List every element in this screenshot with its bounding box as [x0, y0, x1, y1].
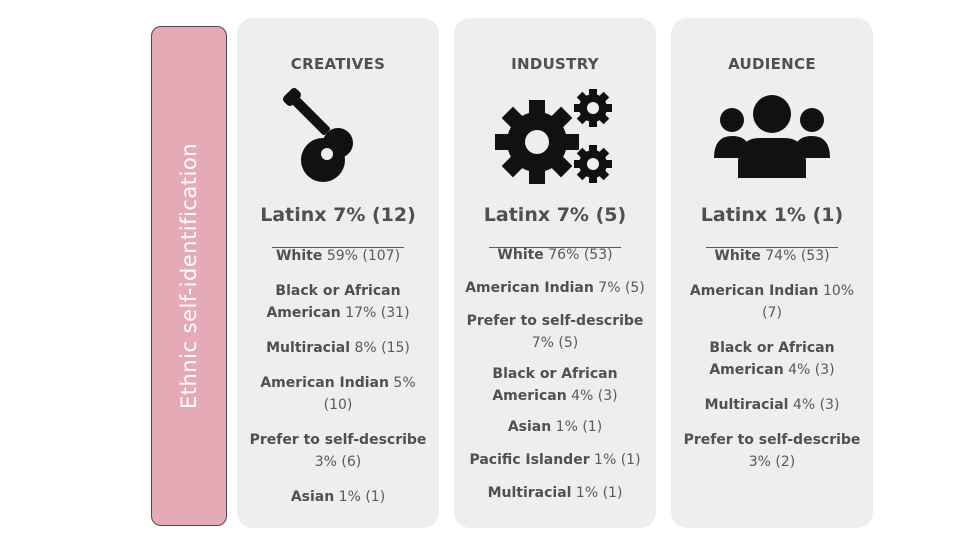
- list-item: Pacific Islander 1% (1): [469, 452, 641, 468]
- list-item: Prefer to self-describe 3% (2): [683, 432, 861, 470]
- side-label-bar: Ethnic self-identification: [151, 26, 227, 526]
- card-industry: INDUSTRY: [454, 18, 656, 528]
- card-audience: AUDIENCE Latinx 1% (1) White 74% (53) Am…: [671, 18, 873, 528]
- list-item: Black or African American 4% (3): [709, 340, 835, 378]
- card-title: CREATIVES: [290, 55, 386, 73]
- latinx-headline: Latinx 7% (5): [483, 204, 627, 226]
- guitar-icon: [283, 88, 362, 182]
- divider: [272, 247, 404, 248]
- divider: [706, 247, 838, 248]
- list-item: Asian 1% (1): [290, 489, 386, 505]
- list-item: Asian 1% (1): [507, 419, 603, 435]
- list-item: American Indian 10% (7): [689, 283, 855, 321]
- side-label: Ethnic self-identification: [177, 142, 201, 410]
- card-creatives: CREATIVES Latinx 7% (12) White 59% (107)…: [237, 18, 439, 528]
- list-item: Prefer to self-describe 7% (5): [466, 313, 644, 351]
- list-item: Multiracial 8% (15): [266, 340, 410, 356]
- latinx-headline: Latinx 1% (1): [700, 204, 844, 226]
- latinx-headline: Latinx 7% (12): [260, 204, 416, 226]
- list-item: Black or African American 4% (3): [492, 366, 618, 404]
- gears-icon: [495, 89, 612, 184]
- list-item: White 59% (107): [275, 248, 401, 264]
- users-icon: [714, 95, 830, 178]
- card-title: INDUSTRY: [511, 55, 599, 73]
- list-item: Multiracial 1% (1): [487, 485, 623, 501]
- list-item: Black or African American 17% (31): [266, 283, 410, 321]
- list-item: American Indian 7% (5): [465, 280, 645, 296]
- list-item: Multiracial 4% (3): [704, 397, 840, 413]
- list-item: American Indian 5% (10): [260, 375, 416, 413]
- divider: [489, 247, 621, 248]
- list-item: White 76% (53): [497, 247, 613, 263]
- card-title: AUDIENCE: [728, 55, 816, 73]
- list-item: White 74% (53): [714, 248, 830, 264]
- list-item: Prefer to self-describe 3% (6): [249, 432, 427, 470]
